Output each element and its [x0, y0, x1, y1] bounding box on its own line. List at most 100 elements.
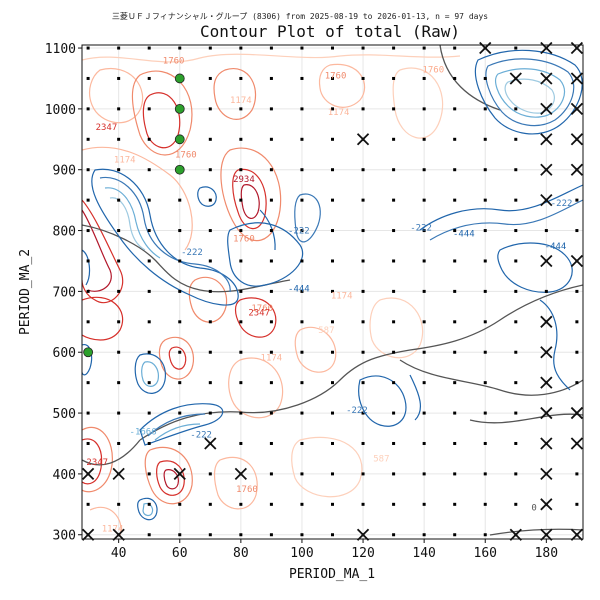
sample-point — [269, 76, 273, 80]
contour-line — [147, 413, 206, 437]
sample-point — [117, 137, 121, 141]
sample-point — [544, 289, 548, 293]
contour-label: 1760 — [236, 485, 258, 495]
x-tick-label: 180 — [535, 546, 558, 561]
sample-point — [453, 289, 457, 293]
contour-line — [409, 374, 422, 421]
y-axis-label: PERIOD_MA_2 — [18, 249, 33, 335]
x-marker — [540, 528, 553, 541]
sample-point — [575, 320, 579, 324]
contour-line — [369, 297, 424, 359]
sample-point — [422, 350, 426, 354]
contour-label: 2347 — [248, 309, 270, 319]
x-marker — [570, 163, 584, 176]
sample-point — [117, 502, 121, 506]
sample-point — [147, 533, 151, 537]
sample-point — [269, 107, 273, 111]
sample-point — [453, 533, 457, 537]
sample-point — [483, 137, 487, 141]
sample-point — [331, 259, 334, 263]
x-marker — [356, 528, 370, 541]
sample-point — [483, 350, 487, 354]
sample-point — [361, 259, 365, 263]
sample-point — [392, 107, 396, 111]
sample-point — [178, 289, 182, 293]
contour-line — [228, 357, 284, 419]
sample-point — [483, 381, 487, 385]
sample-point — [392, 289, 396, 293]
sample-point — [483, 259, 487, 263]
sample-point — [208, 168, 212, 172]
contour-line — [91, 168, 239, 306]
contour-line — [89, 506, 122, 536]
sample-point — [331, 320, 334, 324]
sample-point — [178, 441, 182, 445]
x-marker — [540, 133, 553, 146]
contour-label: -222 — [551, 199, 573, 209]
sample-point — [483, 320, 487, 324]
x-tick-label: 140 — [412, 546, 435, 561]
sample-point — [575, 350, 579, 354]
x-tick-label: 40 — [111, 546, 127, 561]
contour-line — [82, 343, 93, 376]
sample-point — [208, 229, 212, 233]
sample-point — [178, 411, 182, 415]
sample-point — [331, 472, 334, 476]
sample-point — [239, 259, 243, 263]
contour-label: -222 — [288, 227, 310, 237]
contour-line — [82, 146, 193, 251]
sample-point — [239, 168, 243, 172]
sample-point — [453, 168, 457, 172]
contour-line — [213, 456, 258, 510]
sample-point — [239, 411, 243, 415]
sample-point — [331, 46, 334, 50]
contour-line — [154, 423, 201, 441]
contour-line — [163, 469, 179, 490]
sample-point — [208, 350, 212, 354]
sample-point — [300, 502, 304, 506]
contour-line — [539, 299, 571, 391]
sample-point — [300, 350, 304, 354]
y-tick-label: 1100 — [45, 42, 76, 57]
sample-point — [514, 107, 518, 111]
sample-point — [453, 137, 457, 141]
sample-point — [269, 441, 273, 445]
sample-point — [300, 381, 304, 385]
sample-point — [147, 259, 151, 263]
contour-line — [141, 361, 159, 387]
sample-point — [117, 441, 121, 445]
sample-point — [361, 350, 365, 354]
sample-point — [208, 46, 212, 50]
x-marker — [540, 406, 553, 420]
sample-point — [361, 168, 365, 172]
optimal-markers — [83, 73, 185, 358]
sample-point — [86, 502, 90, 506]
contour-line — [197, 186, 217, 207]
sample-point — [514, 381, 518, 385]
sample-point — [331, 350, 334, 354]
contour-line — [137, 497, 158, 521]
contour-lines — [82, 45, 583, 536]
sample-point — [575, 502, 579, 506]
sample-point — [483, 472, 487, 476]
sample-point — [86, 168, 90, 172]
sample-point — [453, 350, 457, 354]
sample-point — [361, 229, 365, 233]
sample-point — [147, 76, 151, 80]
sample-point — [361, 381, 365, 385]
contour-line — [294, 193, 321, 243]
sample-point — [575, 198, 579, 202]
sample-point — [300, 76, 304, 80]
sample-point — [239, 289, 243, 293]
sample-point — [483, 76, 487, 80]
sample-point — [208, 411, 212, 415]
sample-point — [208, 533, 212, 537]
sample-point — [208, 381, 212, 385]
contour-label: -444 — [545, 242, 567, 252]
x-marker — [540, 41, 553, 55]
sample-point — [514, 320, 518, 324]
sample-point — [453, 320, 457, 324]
sample-point — [422, 107, 426, 111]
sample-point — [300, 441, 304, 445]
sample-point — [331, 441, 334, 445]
